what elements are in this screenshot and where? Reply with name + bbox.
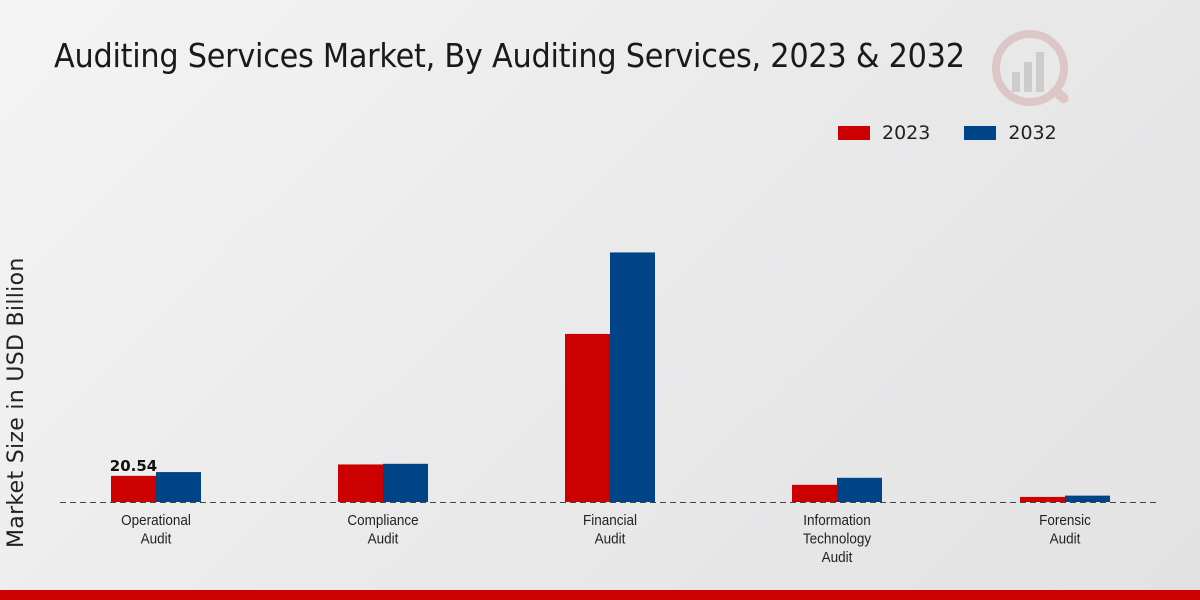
bar-2023-0[interactable] [111,475,156,502]
legend-item-2032[interactable]: 2032 [964,122,1057,144]
legend-label-2032: 2032 [1008,122,1057,144]
bar-2032-0[interactable] [156,472,201,502]
bar-2032-4[interactable] [1065,495,1110,502]
chart-title: Auditing Services Market, By Auditing Se… [54,36,965,75]
bar-2032-2[interactable] [610,252,655,502]
bar-2032-3[interactable] [837,477,882,502]
legend: 2023 2032 [838,122,1091,144]
x-tick-label-0: Operational Audit [121,512,191,547]
x-tick-label-2: Financial Audit [583,512,637,547]
legend-swatch-2032 [964,126,997,140]
legend-item-2023[interactable]: 2023 [838,122,930,144]
x-tick-label-3: Information Technology Audit [803,512,872,566]
legend-label-2023: 2023 [882,122,931,144]
bar-2023-1[interactable] [338,464,383,502]
x-tick-label-1: Compliance Audit [347,512,418,547]
bar-2023-3[interactable] [792,484,837,502]
bottom-accent-bar [0,590,1200,600]
brand-logo-icon [992,30,1069,106]
legend-swatch-2023 [838,126,870,140]
bar-2023-4[interactable] [1020,496,1065,502]
x-tick-label-4: Forensic Audit [1039,512,1091,547]
bar-2023-2[interactable] [565,333,610,502]
bar-2032-1[interactable] [383,463,428,502]
data-label-0: 20.54 [110,457,157,475]
